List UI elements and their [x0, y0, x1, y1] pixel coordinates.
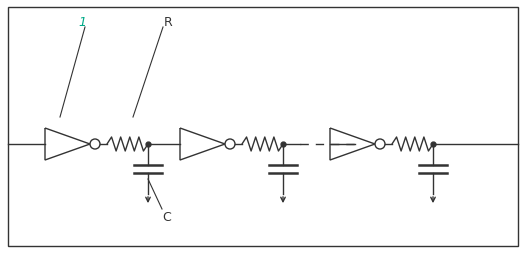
- Text: C: C: [163, 211, 171, 224]
- Text: R: R: [164, 15, 173, 28]
- Text: 1: 1: [78, 15, 86, 28]
